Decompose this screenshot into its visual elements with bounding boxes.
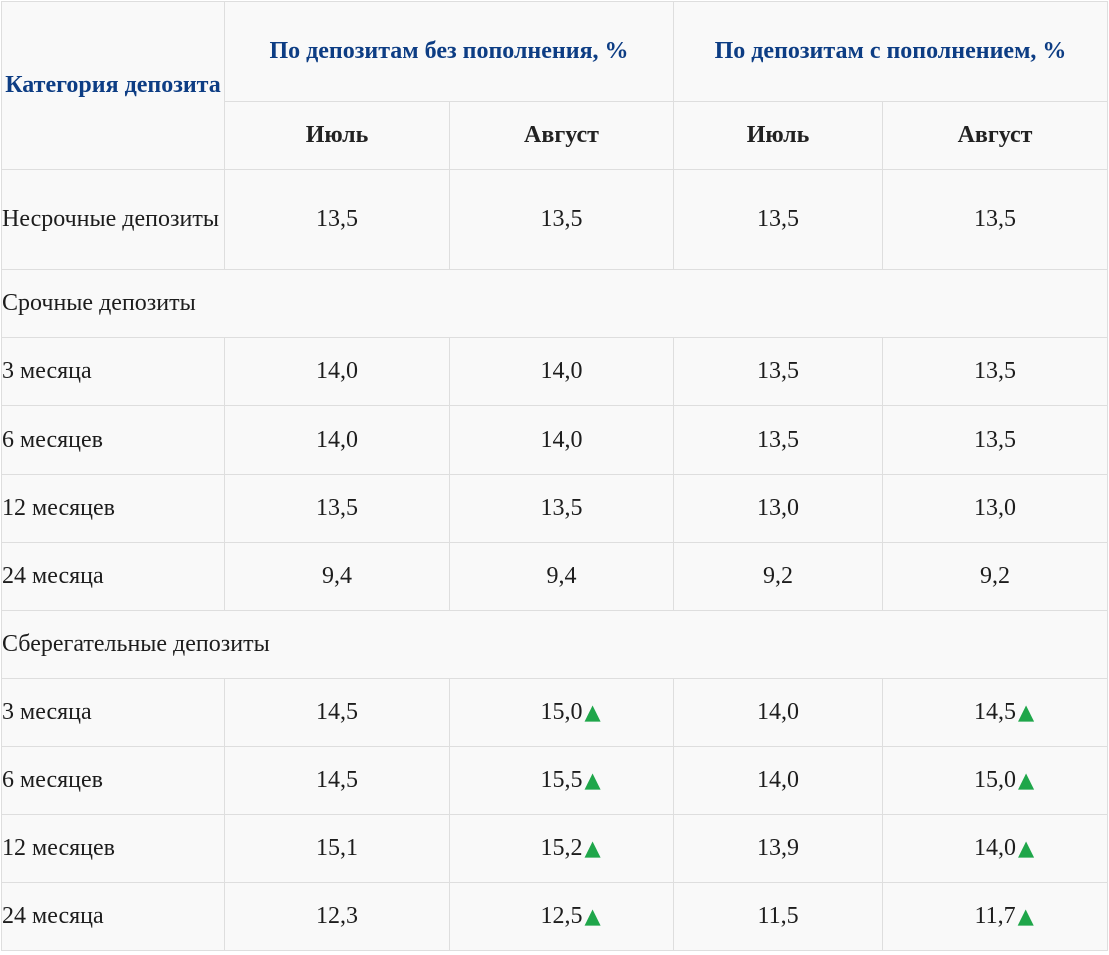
rate-value: 14,0 xyxy=(974,835,1017,861)
rate-cell: 9,2 xyxy=(673,542,884,611)
rate-cell: 13,5 xyxy=(673,337,884,406)
table-row: 6 месяцев 14,5 15,5▲ 14,0 15,0▲ xyxy=(1,746,1109,815)
table-row: 12 месяцев 15,1 15,2▲ 13,9 14,0▲ xyxy=(1,814,1109,883)
up-arrow-icon: ▲ xyxy=(1017,904,1034,928)
section-label-term: Срочные депозиты xyxy=(0,269,1109,338)
rate-cell: 13,5 xyxy=(673,169,884,270)
row-label: 24 месяца xyxy=(1,542,225,611)
up-arrow-icon: ▲ xyxy=(1018,700,1035,724)
up-arrow-icon: ▲ xyxy=(1018,768,1035,792)
rate-value: 12,5 xyxy=(540,903,583,929)
rate-cell: 9,4 xyxy=(224,542,450,611)
rate-cell: 13,5 xyxy=(448,474,675,543)
rate-cell-up: 12,5▲ xyxy=(448,882,675,951)
rate-cell: 15,1 xyxy=(224,814,450,883)
row-label: 24 месяца xyxy=(1,882,225,951)
rate-value: 15,5 xyxy=(540,767,583,793)
section-label-savings: Сберегательные депозиты xyxy=(0,610,1109,679)
category-header: Категория депозита xyxy=(1,1,225,170)
table-row: 6 месяцев 14,0 14,0 13,5 13,5 xyxy=(1,405,1109,475)
up-arrow-icon: ▲ xyxy=(584,700,601,724)
rate-cell: 9,2 xyxy=(882,542,1109,611)
rate-cell: 14,0 xyxy=(448,337,675,406)
rate-cell: 13,5 xyxy=(673,405,884,475)
rate-cell: 14,0 xyxy=(448,405,675,475)
rate-cell: 14,0 xyxy=(673,678,884,747)
row-label: 6 месяцев xyxy=(1,746,225,815)
rate-cell: 13,9 xyxy=(673,814,884,883)
section-row-term: Срочные депозиты xyxy=(0,269,1109,338)
row-label: 3 месяца xyxy=(1,678,225,747)
table-row: 3 месяца 14,5 15,0▲ 14,0 14,5▲ xyxy=(1,678,1109,747)
table-row: 3 месяца 14,0 14,0 13,5 13,5 xyxy=(1,337,1109,406)
row-label: 6 месяцев xyxy=(1,405,225,475)
rate-cell: 13,5 xyxy=(224,474,450,543)
rate-cell-up: 14,5▲ xyxy=(882,678,1109,747)
rate-cell: 12,3 xyxy=(224,882,450,951)
month-header-august-no-topup: Август xyxy=(448,101,675,170)
rate-cell: 14,0 xyxy=(673,746,884,815)
rate-value: 14,5 xyxy=(974,699,1017,725)
row-label: 12 месяцев xyxy=(1,814,225,883)
table-row: 24 месяца 9,4 9,4 9,2 9,2 xyxy=(1,542,1109,611)
group-header-no-topup: По депозитам без пополнения, % xyxy=(223,1,675,102)
rate-cell: 9,4 xyxy=(448,542,675,611)
rate-cell-up: 15,5▲ xyxy=(448,746,675,815)
up-arrow-icon: ▲ xyxy=(584,768,601,792)
rate-cell-up: 15,2▲ xyxy=(448,814,675,883)
rate-cell: 14,0 xyxy=(224,337,450,406)
rate-value: 15,2 xyxy=(540,835,583,861)
rate-cell-up: 11,7▲ xyxy=(882,882,1109,951)
rate-value: 11,7 xyxy=(974,903,1016,929)
row-label: Несрочные депозиты xyxy=(1,169,225,270)
row-label: 3 месяца xyxy=(1,337,225,406)
header-row-groups: Категория депозита По депозитам без попо… xyxy=(1,1,1109,170)
row-label: 12 месяцев xyxy=(1,474,225,543)
rate-cell: 14,5 xyxy=(224,746,450,815)
rate-cell: 13,0 xyxy=(882,474,1109,543)
month-header-july-no-topup: Июль xyxy=(224,101,450,170)
rate-value: 15,0 xyxy=(540,699,583,725)
rate-cell-up: 14,0▲ xyxy=(882,814,1109,883)
section-row-savings: Сберегательные депозиты xyxy=(0,610,1109,679)
rate-cell: 14,0 xyxy=(224,405,450,475)
group-header-topup: По депозитам с пополнением, % xyxy=(673,1,1109,102)
rate-cell: 14,5 xyxy=(224,678,450,747)
rate-value: 15,0 xyxy=(974,767,1017,793)
rate-cell: 13,5 xyxy=(882,169,1109,270)
rate-cell: 13,5 xyxy=(882,405,1109,475)
month-header-july-topup: Июль xyxy=(673,101,884,170)
month-header-august-topup: Август xyxy=(882,101,1109,170)
table-row: 12 месяцев 13,5 13,5 13,0 13,0 xyxy=(1,474,1109,543)
rate-cell: 13,5 xyxy=(224,169,450,270)
rate-cell: 11,5 xyxy=(673,882,884,951)
table-row-demand: Несрочные депозиты 13,5 13,5 13,5 13,5 xyxy=(1,169,1109,270)
rate-cell-up: 15,0▲ xyxy=(448,678,675,747)
rate-cell: 13,5 xyxy=(448,169,675,270)
up-arrow-icon: ▲ xyxy=(584,836,601,860)
rate-cell: 13,5 xyxy=(882,337,1109,406)
up-arrow-icon: ▲ xyxy=(584,904,601,928)
up-arrow-icon: ▲ xyxy=(1018,836,1035,860)
rate-cell-up: 15,0▲ xyxy=(882,746,1109,815)
rate-cell: 13,0 xyxy=(673,474,884,543)
table-row: 24 месяца 12,3 12,5▲ 11,5 11,7▲ xyxy=(1,882,1109,951)
